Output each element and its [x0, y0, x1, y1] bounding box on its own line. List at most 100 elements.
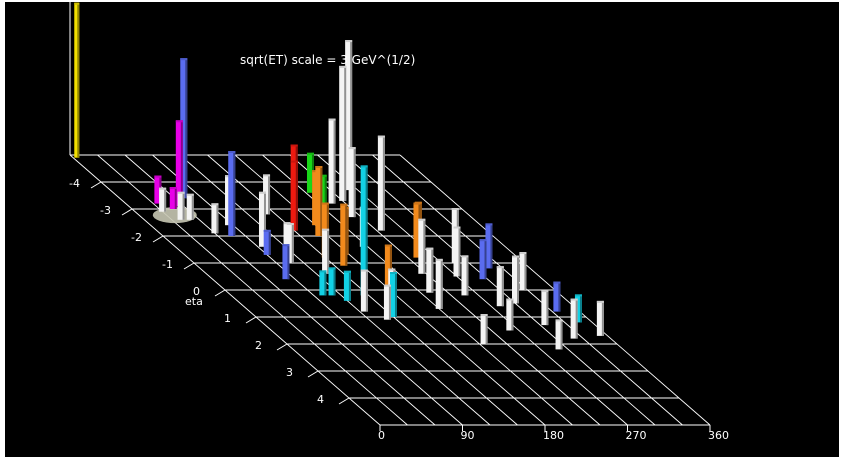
tower	[263, 174, 271, 215]
tower-top	[390, 272, 397, 274]
tower	[319, 174, 327, 220]
tower-face	[319, 270, 327, 296]
tower-face	[418, 218, 426, 274]
tower-top	[574, 294, 582, 297]
tower-top	[418, 218, 426, 221]
eta-tick-label: 0	[193, 285, 200, 298]
tower-side	[458, 226, 461, 277]
tower-top	[175, 120, 183, 123]
tower-face	[485, 223, 493, 269]
tower-top	[290, 160, 298, 163]
tower-top	[319, 174, 327, 177]
tower-side	[517, 255, 519, 304]
tower-face	[377, 135, 385, 231]
tower-top	[154, 175, 162, 178]
tower	[506, 298, 514, 331]
tower-top	[282, 244, 290, 247]
label-layer: sqrt(ET) scale = 3 GeV^(1/2) eta 0 90 180 2…	[69, 53, 729, 442]
chart-title: sqrt(ET) scale = 3 GeV^(1/2)	[240, 53, 415, 67]
eta-tick-label: -4	[69, 177, 80, 190]
tower-side	[345, 203, 348, 266]
phi-tick-label: 270	[626, 429, 647, 442]
tower-face	[180, 58, 188, 199]
tower-face	[453, 226, 461, 277]
tower-top	[512, 255, 519, 258]
tower	[340, 203, 348, 266]
eta-tick	[307, 370, 319, 378]
tower-top	[159, 187, 167, 190]
tower-top	[553, 281, 561, 284]
tower-side	[291, 223, 294, 263]
tower-face	[360, 269, 368, 312]
tower-layer	[74, 2, 604, 350]
tower	[519, 252, 527, 290]
tower	[496, 266, 504, 307]
tower-top	[461, 255, 469, 258]
tower	[282, 244, 290, 280]
tower-face	[496, 266, 504, 307]
tower	[453, 226, 461, 277]
tower	[211, 203, 219, 234]
tower-face	[154, 175, 162, 204]
tower-top	[328, 118, 336, 121]
eta-axis-label: eta	[185, 295, 203, 308]
tower-top	[480, 314, 488, 316]
lego-plot-canvas: sqrt(ET) scale = 3 GeV^(1/2) eta 0 90 180 2…	[5, 2, 839, 457]
tower	[418, 218, 426, 274]
tower	[426, 247, 434, 293]
tower-top	[413, 202, 421, 205]
phi-tick-label: 180	[543, 429, 564, 442]
tower-face	[290, 160, 298, 231]
tower-top	[451, 208, 459, 210]
tower-top	[180, 58, 188, 61]
tower-face	[384, 244, 392, 285]
tower-top	[570, 298, 578, 301]
tower	[480, 314, 488, 344]
tower-top	[596, 300, 604, 303]
tower-top	[286, 223, 294, 225]
tower	[177, 191, 185, 220]
tower-side	[575, 298, 578, 339]
tower-side	[185, 58, 188, 199]
tower-top	[453, 226, 461, 229]
eta-tick	[338, 397, 350, 405]
tower-side	[382, 135, 385, 231]
tower-top	[348, 147, 356, 150]
tower-side	[174, 187, 177, 209]
tower-side	[320, 166, 323, 236]
phi-grid-line	[372, 154, 683, 426]
tower-side	[191, 193, 194, 220]
phi-tick-label: 360	[708, 429, 729, 442]
tower	[159, 187, 167, 212]
tower-top	[306, 152, 314, 155]
tower-side	[287, 244, 290, 280]
tower-face	[175, 120, 183, 207]
tower	[290, 160, 298, 231]
tower-side	[346, 206, 349, 255]
tower	[175, 120, 183, 207]
tower-top	[322, 228, 330, 231]
tower-face	[211, 203, 219, 234]
eta-tick	[245, 316, 257, 324]
tower-top	[388, 268, 396, 271]
tower-face	[426, 247, 434, 293]
tower-side	[295, 160, 298, 231]
tower-top	[496, 266, 504, 269]
tower-face	[258, 191, 266, 247]
tower-face	[315, 166, 323, 236]
tower	[328, 118, 336, 204]
tower	[345, 40, 353, 191]
tower-face	[340, 203, 348, 266]
tower-side	[524, 252, 527, 290]
tower-top	[177, 191, 185, 194]
tower	[286, 223, 294, 263]
eta-tick-label: -1	[162, 258, 173, 271]
tower	[384, 244, 392, 285]
tower-side	[333, 118, 336, 204]
tower-top	[360, 269, 368, 272]
tower-face	[228, 151, 236, 236]
tower-face	[555, 319, 563, 350]
tower	[328, 267, 336, 296]
tower-face	[553, 281, 561, 312]
